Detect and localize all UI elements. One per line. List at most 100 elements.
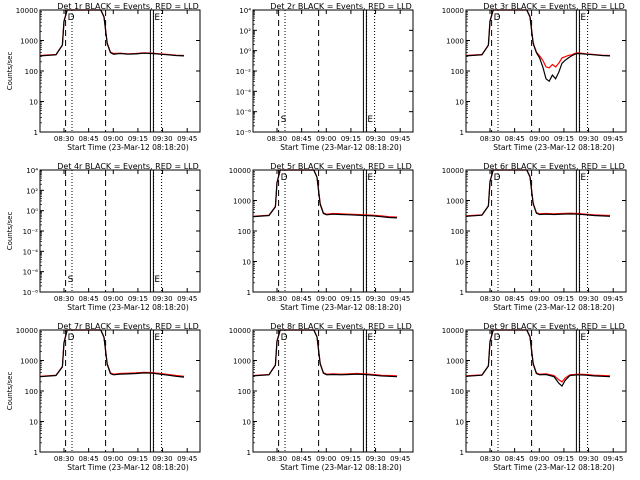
series-lld xyxy=(252,329,398,377)
y-tick-label: 100 xyxy=(451,68,464,76)
panel-title: Det 4r BLACK = Events, RED = LLD xyxy=(57,162,199,171)
x-tick-label: 09:45 xyxy=(390,455,410,463)
annotation-start: D xyxy=(494,173,501,183)
panel-det-9: Det 9r BLACK = Events, RED = LLD 1 10 100 10… xyxy=(442,322,627,472)
panel-title: Det 6r BLACK = Events, RED = LLD xyxy=(483,162,625,171)
y-tick-label: 10 xyxy=(242,259,251,267)
y-tick-label: 1000 xyxy=(20,38,38,46)
y-tick-label: 10000 xyxy=(229,327,251,335)
x-tick-label: 08:30 xyxy=(480,455,500,463)
y-tick-label: 10000 xyxy=(442,327,464,335)
x-axis-label: Start Time (23-Mar-12 08:18:20) xyxy=(67,463,189,472)
x-tick-label: 08:45 xyxy=(292,135,312,143)
y-tick-label: 100 xyxy=(238,388,251,396)
series-events xyxy=(39,9,185,57)
y-tick-label: 1000 xyxy=(233,198,251,206)
y-tick-label: 10 xyxy=(455,419,464,427)
y-tick-label: 1 xyxy=(247,289,251,297)
x-axis-label: Start Time (23-Mar-12 08:18:20) xyxy=(67,303,189,312)
x-tick-label: 09:45 xyxy=(177,455,197,463)
y-tick-label: 10⁴ xyxy=(26,167,38,175)
y-tick-label: 1 xyxy=(460,449,464,457)
annotation-start: D xyxy=(494,333,501,343)
annotation-end: E xyxy=(367,173,373,183)
y-tick-label: 1000 xyxy=(233,358,251,366)
annotation-end: E xyxy=(580,13,586,23)
x-tick-label: 09:15 xyxy=(341,135,361,143)
annotation-end: E xyxy=(580,333,586,343)
y-tick-label: 100 xyxy=(451,388,464,396)
x-tick-label: 09:15 xyxy=(341,455,361,463)
y-tick-label: 10⁻² xyxy=(236,68,252,76)
plot-frame xyxy=(39,169,201,293)
y-tick-label: 10000 xyxy=(16,327,38,335)
annotation-start: D xyxy=(281,333,288,343)
x-tick-label: 09:15 xyxy=(128,295,148,303)
series-lld xyxy=(465,169,611,217)
y-axis-label: Counts/sec xyxy=(6,372,14,411)
panel-title: Det 5r BLACK = Events, RED = LLD xyxy=(270,162,412,171)
x-tick-label: 08:30 xyxy=(267,295,287,303)
y-tick-label: 10⁻² xyxy=(23,228,39,236)
x-tick-label: 09:45 xyxy=(603,135,623,143)
annotation-start: D xyxy=(68,333,75,343)
panel-det-7: Det 7r BLACK = Events, RED = LLD 1 10 100 10… xyxy=(6,322,201,472)
y-tick-label: 10⁴ xyxy=(239,7,251,15)
y-tick-label: 10000 xyxy=(442,7,464,15)
y-tick-label: 100 xyxy=(451,228,464,236)
x-tick-label: 09:00 xyxy=(103,295,123,303)
y-tick-label: 10⁻⁶ xyxy=(23,269,39,277)
panel-title: Det 1r BLACK = Events, RED = LLD xyxy=(57,2,199,11)
panel-title: Det 2r BLACK = Events, RED = LLD xyxy=(270,2,412,11)
panel-title: Det 7r BLACK = Events, RED = LLD xyxy=(57,322,199,331)
x-tick-label: 09:45 xyxy=(603,295,623,303)
x-tick-label: 09:00 xyxy=(316,455,336,463)
x-tick-label: 09:15 xyxy=(341,295,361,303)
panel-det-8: Det 8r BLACK = Events, RED = LLD 1 10 100 10… xyxy=(229,322,414,472)
annotation-end: E xyxy=(367,333,373,343)
x-tick-label: 09:15 xyxy=(554,295,574,303)
y-axis-label: Counts/sec xyxy=(6,52,14,91)
x-tick-label: 09:30 xyxy=(578,455,598,463)
x-tick-label: 09:15 xyxy=(128,135,148,143)
x-tick-label: 09:45 xyxy=(390,135,410,143)
x-tick-label: 09:00 xyxy=(316,135,336,143)
series-lld xyxy=(39,9,185,57)
y-tick-label: 10 xyxy=(242,419,251,427)
series-lld xyxy=(465,9,611,69)
x-tick-label: 08:30 xyxy=(54,135,74,143)
annotation-end: E xyxy=(367,115,373,125)
annotation-end: E xyxy=(154,13,160,23)
y-tick-label: 10² xyxy=(239,27,251,35)
y-tick-label: 10⁰ xyxy=(239,48,251,56)
y-tick-label: 1 xyxy=(34,129,38,137)
x-tick-label: 08:45 xyxy=(505,295,525,303)
x-tick-label: 08:45 xyxy=(292,455,312,463)
series-events xyxy=(465,169,611,217)
y-tick-label: 1000 xyxy=(446,38,464,46)
y-tick-label: 10⁻⁸ xyxy=(236,129,252,137)
x-tick-label: 09:15 xyxy=(554,455,574,463)
x-tick-label: 08:30 xyxy=(267,135,287,143)
annotation-end: E xyxy=(580,173,586,183)
y-tick-label: 10⁰ xyxy=(26,208,38,216)
x-tick-label: 08:30 xyxy=(480,135,500,143)
y-tick-label: 1000 xyxy=(446,198,464,206)
y-tick-label: 10⁻⁸ xyxy=(23,289,39,297)
x-axis-label: Start Time (23-Mar-12 08:18:20) xyxy=(493,143,615,152)
panel-title: Det 3r BLACK = Events, RED = LLD xyxy=(483,2,625,11)
x-axis-label: Start Time (23-Mar-12 08:18:20) xyxy=(280,143,402,152)
series-lld xyxy=(252,169,398,218)
y-tick-label: 1 xyxy=(34,449,38,457)
x-axis-label: Start Time (23-Mar-12 08:18:20) xyxy=(493,463,615,472)
x-tick-label: 09:30 xyxy=(578,135,598,143)
y-tick-label: 1 xyxy=(247,449,251,457)
series-events xyxy=(465,9,611,83)
x-tick-label: 09:15 xyxy=(128,455,148,463)
y-tick-label: 100 xyxy=(25,68,38,76)
y-tick-label: 10 xyxy=(29,419,38,427)
x-tick-label: 09:45 xyxy=(177,295,197,303)
x-tick-label: 09:45 xyxy=(177,135,197,143)
x-tick-label: 09:30 xyxy=(365,135,385,143)
